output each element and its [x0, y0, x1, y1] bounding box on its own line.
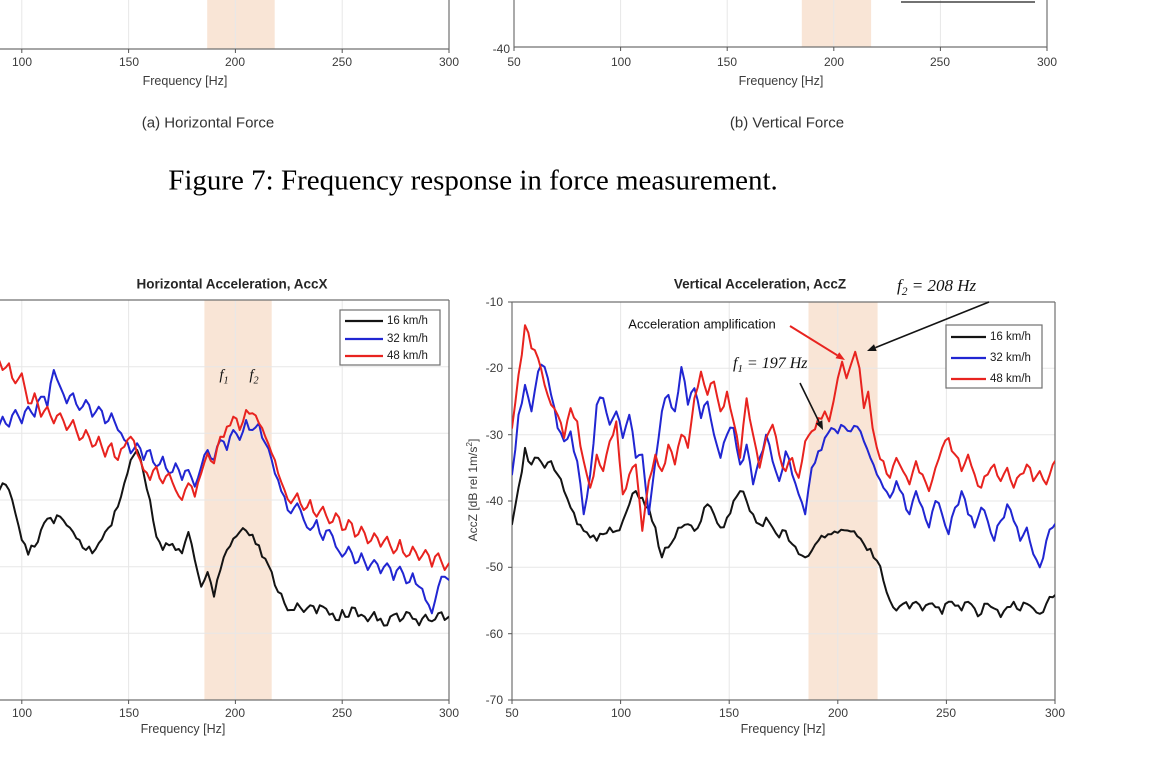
x-tick-label: 200 [224, 706, 246, 720]
x-tick-label: 300 [1036, 55, 1058, 69]
series-32-km-h [0, 369, 449, 615]
chart-3 [508, 301, 1056, 704]
subplot-b-caption: (b) Vertical Force [729, 114, 845, 132]
chart-2 [0, 299, 450, 704]
annotation-arrow [799, 382, 820, 423]
y-tick-label: -70 [485, 693, 503, 707]
accz-legend-label-32: 32 km/h [990, 352, 1031, 364]
legend-box [945, 324, 1043, 389]
y-tick-label: -20 [485, 361, 503, 375]
subplot-b-xlabel: Frequency [Hz] [738, 74, 824, 88]
accz-legend-label-16: 16 km/h [990, 331, 1031, 343]
x-tick-label: 200 [224, 55, 246, 69]
x-tick-label: 250 [929, 55, 951, 69]
x-tick-label: 100 [610, 706, 632, 720]
accx-legend-label-48: 48 km/h [387, 350, 428, 362]
x-tick-label: 150 [118, 706, 140, 720]
y-tick-label: -40 [485, 494, 503, 508]
subplot-a-xlabel: Frequency [Hz] [142, 74, 228, 88]
series-48-km-h [0, 360, 449, 571]
accx-f2-annotation: f2 [249, 367, 259, 387]
highlight-band [801, 0, 872, 47]
annotation-arrowhead [815, 420, 823, 430]
series-16-km-h [0, 449, 449, 627]
x-tick-label: 300 [438, 706, 460, 720]
y-tick-label: -30 [485, 428, 503, 442]
x-tick-label: 250 [935, 706, 957, 720]
x-tick-label: 50 [507, 55, 521, 69]
chart-1 [513, 0, 1048, 51]
accz-f1-annotation: f1 = 197 Hz [733, 354, 808, 376]
series-16-km-h [512, 446, 1055, 619]
accx-plot-title: Horizontal Acceleration, AccX [136, 276, 328, 292]
accz-ylabel: AccZ [dB rel 1m/s2] [464, 438, 480, 542]
accz-xlabel: Frequency [Hz] [740, 722, 826, 736]
x-tick-label: 100 [610, 55, 632, 69]
subplot-b-ytick-label: -40 [492, 42, 510, 56]
x-tick-label: 150 [718, 706, 740, 720]
accz-amplification-annotation: Acceleration amplification [628, 316, 776, 332]
accz-f2-annotation: f2 = 208 Hz [897, 275, 977, 299]
x-tick-label: 250 [331, 55, 353, 69]
x-tick-label: 300 [438, 55, 460, 69]
subplot-a-caption: (a) Horizontal Force [141, 114, 275, 132]
x-tick-label: 150 [118, 55, 140, 69]
annotation-arrow [789, 325, 838, 357]
x-tick-label: 250 [331, 706, 353, 720]
accx-f1-annotation: f1 [219, 367, 229, 387]
x-tick-label: 100 [11, 55, 33, 69]
chart-0 [0, 0, 450, 53]
y-tick-label: -10 [485, 295, 503, 309]
highlight-band [207, 0, 275, 49]
x-tick-label: 300 [1044, 706, 1066, 720]
annotation-arrow [875, 301, 990, 349]
annotation-arrowhead [835, 352, 845, 360]
accx-legend-label-32: 32 km/h [387, 333, 428, 345]
accx-xlabel: Frequency [Hz] [140, 722, 226, 736]
x-tick-label: 150 [716, 55, 738, 69]
accz-legend-label-48: 48 km/h [990, 373, 1031, 385]
figure-caption: Figure 7: Frequency response in force me… [168, 164, 778, 197]
y-tick-label: -60 [485, 627, 503, 641]
x-tick-label: 200 [823, 55, 845, 69]
series-48-km-h [512, 324, 1055, 532]
x-tick-label: 100 [11, 706, 33, 720]
series-32-km-h [512, 363, 1055, 569]
accz-plot-title: Vertical Acceleration, AccZ [673, 276, 847, 292]
accx-legend-label-16: 16 km/h [387, 315, 428, 327]
x-tick-label: 200 [827, 706, 849, 720]
y-tick-label: -50 [485, 560, 503, 574]
x-tick-label: 50 [505, 706, 519, 720]
annotation-arrowhead [867, 344, 877, 351]
